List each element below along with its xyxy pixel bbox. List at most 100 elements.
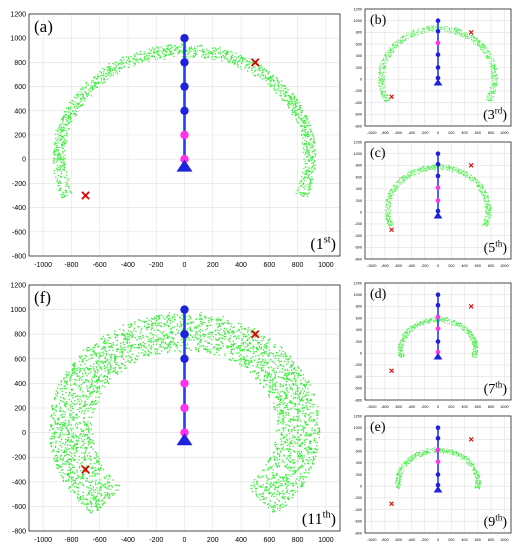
workspace-point [310,172,313,174]
workspace-point [382,83,384,85]
workspace-point [400,342,401,344]
workspace-point [413,35,414,37]
workspace-point [63,169,66,171]
robot-joint [435,161,441,167]
workspace-point [122,62,124,64]
workspace-point [306,170,308,172]
workspace-point [64,127,66,129]
workspace-point [386,203,388,205]
y-tick-label: 0 [360,211,362,215]
workspace-point [305,134,307,136]
workspace-point [477,185,479,186]
workspace-point [402,350,404,351]
workspace-point [432,30,434,32]
workspace-point [388,194,390,196]
robot-joint [435,302,441,308]
workspace-point [447,168,449,170]
workspace-point [65,186,67,188]
workspace-point [129,344,132,347]
workspace-point [170,50,172,52]
workspace-point [62,196,64,198]
workspace-point [294,96,296,98]
workspace-point [382,86,384,88]
workspace-point [406,177,408,179]
workspace-point [395,45,397,47]
workspace-point [459,172,461,174]
workspace-point [385,203,387,205]
workspace-point [399,467,401,469]
workspace-point [270,76,272,78]
workspace-point [380,89,381,91]
workspace-point [490,73,492,75]
workspace-point [472,34,474,36]
workspace-point [405,336,407,337]
workspace-point [384,209,386,211]
workspace-point [197,350,200,353]
workspace-point [55,133,57,135]
workspace-point [222,323,225,325]
workspace-point [449,32,451,34]
workspace-point [74,395,77,398]
workspace-point [413,171,415,173]
workspace-point [281,99,284,101]
x-tick-label: 200 [448,405,454,409]
workspace-point [482,51,484,53]
workspace-point [431,169,433,170]
workspace-point [401,472,403,474]
workspace-point [382,95,383,97]
workspace-point [290,95,292,98]
workspace-point [67,122,69,125]
workspace-point [422,453,424,455]
workspace-point [434,450,436,452]
workspace-point [433,164,435,166]
workspace-point [64,140,66,142]
workspace-point [402,463,403,465]
workspace-point [399,352,400,354]
workspace-point [312,150,314,153]
workspace-point [435,449,437,450]
workspace-point [61,147,63,149]
robot-base [176,159,193,172]
workspace-point [476,350,478,352]
workspace-point [306,125,308,127]
workspace-point [401,475,403,477]
workspace-point [492,90,494,92]
workspace-point [406,178,408,180]
workspace-point [400,348,402,350]
workspace-point [97,73,99,75]
workspace-point [431,166,433,167]
workspace-point [221,60,223,62]
workspace-point [394,190,396,192]
workspace-point [114,68,116,71]
workspace-point [392,51,394,53]
workspace-point [411,330,413,332]
workspace-point [67,117,70,119]
workspace-point [304,122,306,125]
workspace-point [132,58,134,60]
workspace-point [491,71,492,72]
workspace-point [477,43,478,45]
workspace-point [475,345,477,347]
workspace-point [53,152,55,154]
workspace-point [436,320,438,322]
workspace-point [211,58,213,60]
workspace-point [457,454,459,456]
workspace-point [276,80,278,82]
workspace-point [443,166,445,168]
workspace-point [83,87,85,89]
workspace-point [480,191,482,192]
workspace-point [493,92,495,93]
workspace-point [290,395,293,397]
y-tick-label: -400 [354,101,362,105]
workspace-point [302,128,304,130]
workspace-point [479,186,481,187]
workspace-point [393,195,395,196]
workspace-point [452,451,454,453]
workspace-point [125,367,127,369]
workspace-point [86,96,89,98]
workspace-point [76,367,78,370]
workspace-point [61,171,63,173]
workspace-point [388,191,390,193]
workspace-point [466,332,468,334]
workspace-point [397,478,399,479]
